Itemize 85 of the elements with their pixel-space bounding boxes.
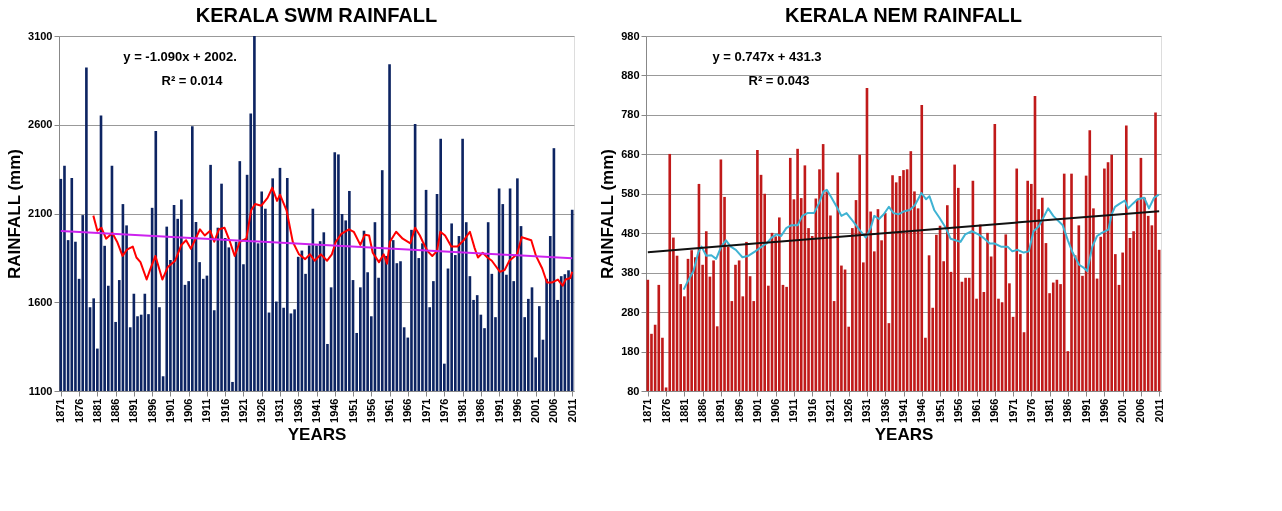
x-tick-label: 1991 xyxy=(1079,398,1092,423)
x-tick-label: 1916 xyxy=(805,398,818,423)
x-tick-label: 1941 xyxy=(310,398,322,423)
x-tick-label: 1961 xyxy=(383,398,396,423)
x-tick-label: 1936 xyxy=(878,398,891,423)
x-tick-label: 1971 xyxy=(1006,398,1019,423)
chart-title: KERALA NEM RAINFALL xyxy=(784,4,1023,26)
x-tick-label: 1901 xyxy=(163,398,176,423)
y-tick-label: 480 xyxy=(621,226,640,239)
y-tick-label: 1600 xyxy=(28,295,53,308)
y-tick-label: 680 xyxy=(621,147,640,160)
x-tick-label: 1911 xyxy=(787,398,800,423)
x-tick-label: 1931 xyxy=(273,398,286,423)
y-tick-label: 180 xyxy=(621,345,640,358)
x-tick-label: 1946 xyxy=(915,398,928,423)
x-tick-label: 1906 xyxy=(182,398,195,423)
x-tick-label: 1936 xyxy=(291,398,304,423)
x-tick-label: 1896 xyxy=(145,398,158,423)
y-tick-label: 580 xyxy=(621,187,640,200)
x-tick-label: 1871 xyxy=(641,398,654,423)
x-tick-label: 1906 xyxy=(769,398,782,423)
x-tick-label: 2011 xyxy=(1152,398,1165,423)
x-tick-label: 1976 xyxy=(1024,398,1037,423)
x-tick-label: 1996 xyxy=(510,398,523,423)
x-tick-label: 1926 xyxy=(255,398,268,423)
x-tick-label: 2001 xyxy=(1116,398,1129,423)
line-series xyxy=(682,188,1160,291)
line-series xyxy=(92,186,574,287)
x-tick-label: 1981 xyxy=(1043,398,1056,423)
y-tick-label: 380 xyxy=(621,266,640,279)
x-tick-label: 1886 xyxy=(696,398,709,423)
x-tick-label: 1921 xyxy=(236,398,249,423)
x-tick-label: 1916 xyxy=(218,398,231,423)
x-tick-label: 1951 xyxy=(346,398,359,423)
x-tick-label: 1966 xyxy=(988,398,1001,423)
x-tick-label: 1951 xyxy=(933,398,946,423)
x-tick-label: 1956 xyxy=(364,398,377,423)
y-tick-label: 2100 xyxy=(28,207,53,219)
y-tick-label: 80 xyxy=(627,384,640,397)
annotation: y = 0.747x + 431.3 xyxy=(712,49,822,65)
y-tick-label: 780 xyxy=(621,108,640,121)
x-tick-label: 1871 xyxy=(54,398,67,423)
x-tick-label: 1881 xyxy=(677,398,690,423)
x-tick-label: 1891 xyxy=(714,398,727,423)
x-tick-label: 1901 xyxy=(750,398,763,423)
x-axis-title: YEARS xyxy=(287,424,347,444)
x-tick-label: 1986 xyxy=(1061,398,1074,423)
x-tick-label: 1891 xyxy=(127,398,140,423)
y-tick-label: 280 xyxy=(621,305,640,318)
x-tick-label: 1911 xyxy=(200,398,213,423)
annotation: y = -1.090x + 2002. xyxy=(123,49,237,65)
x-tick-label: 1946 xyxy=(328,398,341,423)
x-tick-label: 1886 xyxy=(109,398,122,423)
x-tick-label: 1981 xyxy=(456,398,469,423)
x-tick-label: 1926 xyxy=(842,398,855,423)
x-tick-label: 1876 xyxy=(72,398,85,423)
x-tick-label: 1966 xyxy=(401,398,414,423)
x-tick-label: 1881 xyxy=(90,398,103,423)
x-tick-label: 1971 xyxy=(419,398,432,423)
x-tick-label: 1986 xyxy=(474,398,487,423)
x-tick-label: 2011 xyxy=(565,398,578,423)
y-tick-label: 1100 xyxy=(28,384,53,397)
x-tick-label: 2006 xyxy=(1134,398,1147,423)
x-tick-label: 1921 xyxy=(823,398,836,423)
y-tick-label: 2600 xyxy=(28,118,53,131)
x-tick-label: 1896 xyxy=(732,398,745,423)
annotation: R² = 0.014 xyxy=(161,73,224,89)
x-tick-label: 1941 xyxy=(897,398,909,423)
y-tick-label: 980 xyxy=(621,29,640,42)
x-tick-label: 1961 xyxy=(970,398,983,423)
x-tick-label: 1976 xyxy=(437,398,450,423)
x-tick-label: 1876 xyxy=(659,398,672,423)
y-tick-label: 880 xyxy=(621,68,640,81)
y-axis-title: RAINFALL (mm) xyxy=(598,148,618,280)
x-tick-label: 1931 xyxy=(860,398,873,423)
x-tick-label: 2001 xyxy=(529,398,542,423)
x-tick-label: 2006 xyxy=(547,398,560,423)
y-tick-label: 3100 xyxy=(28,29,53,42)
x-tick-label: 1991 xyxy=(492,398,505,423)
annotation: R² = 0.043 xyxy=(748,73,810,89)
chart-title: KERALA SWM RAINFALL xyxy=(195,4,438,26)
x-axis-title: YEARS xyxy=(874,424,934,444)
x-tick-label: 1956 xyxy=(951,398,964,423)
y-axis-title: RAINFALL (mm) xyxy=(5,148,25,280)
x-tick-label: 1996 xyxy=(1097,398,1110,423)
